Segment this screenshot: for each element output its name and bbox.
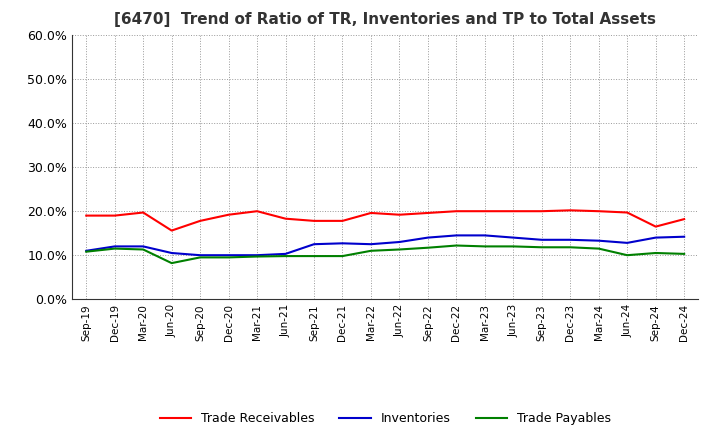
Line: Inventories: Inventories bbox=[86, 235, 684, 255]
Trade Receivables bbox=[680, 216, 688, 222]
Trade Payables bbox=[366, 248, 375, 253]
Trade Receivables bbox=[423, 210, 432, 216]
Trade Payables bbox=[452, 243, 461, 248]
Inventories bbox=[139, 244, 148, 249]
Trade Payables bbox=[310, 253, 318, 259]
Trade Payables bbox=[395, 247, 404, 252]
Trade Payables bbox=[509, 244, 518, 249]
Trade Receivables bbox=[623, 210, 631, 215]
Trade Receivables bbox=[167, 228, 176, 233]
Inventories bbox=[338, 241, 347, 246]
Trade Receivables bbox=[338, 218, 347, 224]
Legend: Trade Receivables, Inventories, Trade Payables: Trade Receivables, Inventories, Trade Pa… bbox=[155, 407, 616, 430]
Inventories bbox=[452, 233, 461, 238]
Trade Receivables bbox=[480, 209, 489, 214]
Trade Receivables bbox=[139, 210, 148, 215]
Trade Receivables bbox=[225, 212, 233, 217]
Inventories bbox=[253, 253, 261, 258]
Trade Payables bbox=[480, 244, 489, 249]
Trade Receivables bbox=[395, 212, 404, 217]
Trade Payables bbox=[139, 247, 148, 252]
Trade Payables bbox=[282, 253, 290, 259]
Trade Payables bbox=[82, 249, 91, 254]
Title: [6470]  Trend of Ratio of TR, Inventories and TP to Total Assets: [6470] Trend of Ratio of TR, Inventories… bbox=[114, 12, 656, 27]
Inventories bbox=[566, 237, 575, 242]
Trade Payables bbox=[110, 246, 119, 251]
Trade Payables bbox=[566, 245, 575, 250]
Inventories bbox=[480, 233, 489, 238]
Trade Receivables bbox=[196, 218, 204, 224]
Line: Trade Receivables: Trade Receivables bbox=[86, 210, 684, 231]
Inventories bbox=[82, 248, 91, 253]
Trade Receivables bbox=[452, 209, 461, 214]
Trade Receivables bbox=[282, 216, 290, 221]
Inventories bbox=[652, 235, 660, 240]
Trade Payables bbox=[680, 251, 688, 257]
Inventories bbox=[167, 250, 176, 256]
Inventories bbox=[282, 251, 290, 257]
Trade Receivables bbox=[310, 218, 318, 224]
Trade Receivables bbox=[652, 224, 660, 229]
Inventories bbox=[225, 253, 233, 258]
Line: Trade Payables: Trade Payables bbox=[86, 246, 684, 263]
Inventories bbox=[110, 244, 119, 249]
Trade Receivables bbox=[537, 209, 546, 214]
Trade Payables bbox=[225, 255, 233, 260]
Trade Payables bbox=[595, 246, 603, 251]
Inventories bbox=[366, 242, 375, 247]
Inventories bbox=[537, 237, 546, 242]
Trade Receivables bbox=[82, 213, 91, 218]
Trade Payables bbox=[167, 260, 176, 266]
Trade Receivables bbox=[110, 213, 119, 218]
Trade Payables bbox=[253, 254, 261, 259]
Trade Payables bbox=[196, 255, 204, 260]
Inventories bbox=[509, 235, 518, 240]
Trade Payables bbox=[623, 253, 631, 258]
Trade Receivables bbox=[253, 209, 261, 214]
Trade Payables bbox=[338, 253, 347, 259]
Trade Payables bbox=[423, 245, 432, 250]
Trade Payables bbox=[537, 245, 546, 250]
Trade Receivables bbox=[595, 209, 603, 214]
Trade Receivables bbox=[509, 209, 518, 214]
Inventories bbox=[595, 238, 603, 243]
Inventories bbox=[196, 253, 204, 258]
Inventories bbox=[310, 242, 318, 247]
Inventories bbox=[423, 235, 432, 240]
Trade Receivables bbox=[566, 208, 575, 213]
Trade Payables bbox=[652, 250, 660, 256]
Inventories bbox=[680, 234, 688, 239]
Inventories bbox=[623, 240, 631, 246]
Inventories bbox=[395, 239, 404, 245]
Trade Receivables bbox=[366, 210, 375, 216]
